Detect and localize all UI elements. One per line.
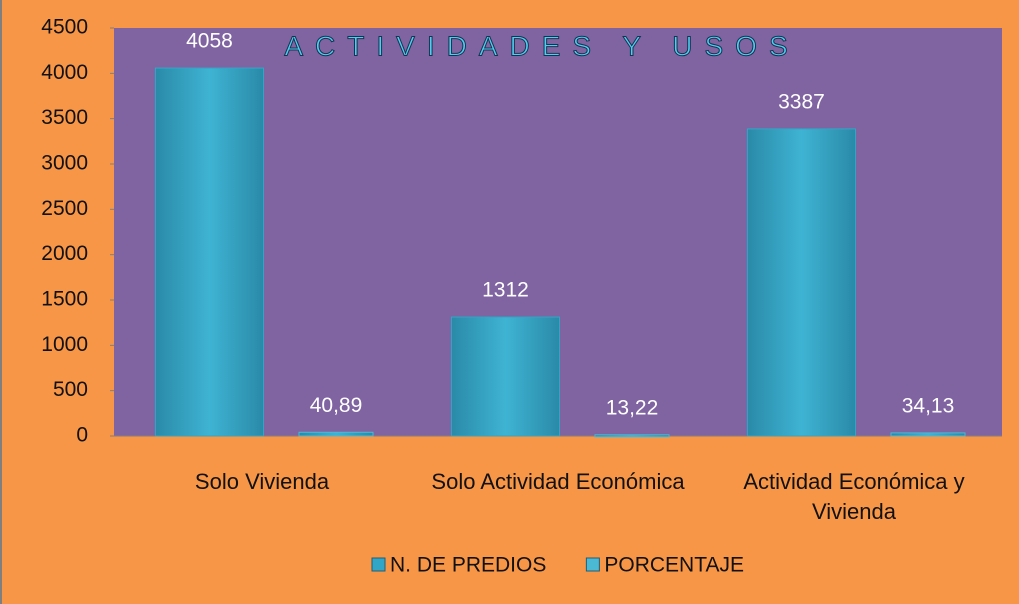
x-tick-label: Solo Vivienda — [194, 469, 330, 494]
legend-label: N. DE PREDIOS — [390, 554, 546, 577]
y-tick-label: 4500 — [41, 16, 88, 39]
bar — [298, 431, 374, 437]
bar — [594, 434, 670, 438]
data-label: 4058 — [186, 30, 233, 53]
y-tick-label: 3000 — [41, 152, 88, 175]
legend-label: PORCENTAJE — [604, 554, 744, 577]
y-tick-label: 1000 — [41, 333, 88, 356]
y-tick-label: 1500 — [41, 288, 88, 311]
x-tick-label: Solo Actividad Económica — [431, 469, 685, 494]
bar — [154, 67, 264, 437]
y-tick-label: 2500 — [41, 197, 88, 220]
bar — [890, 432, 966, 437]
legend-swatch — [371, 557, 386, 572]
data-label: 13,22 — [606, 396, 659, 419]
x-tick-label: Actividad Económica y Vivienda — [743, 469, 965, 524]
y-tick-label: 2000 — [41, 242, 88, 265]
bar — [450, 316, 560, 437]
data-label: 34,13 — [902, 394, 955, 417]
data-label: 3387 — [778, 90, 825, 113]
y-tick-label: 500 — [53, 378, 88, 401]
data-label: 1312 — [482, 279, 529, 302]
chart-title: ACTIVIDADES Y USOS — [284, 30, 799, 61]
data-label: 40,89 — [310, 394, 363, 417]
y-tick-label: 4000 — [41, 61, 88, 84]
bar — [746, 128, 856, 437]
y-tick-label: 0 — [76, 424, 88, 447]
legend-swatch — [585, 557, 600, 572]
y-tick-label: 3500 — [41, 106, 88, 129]
